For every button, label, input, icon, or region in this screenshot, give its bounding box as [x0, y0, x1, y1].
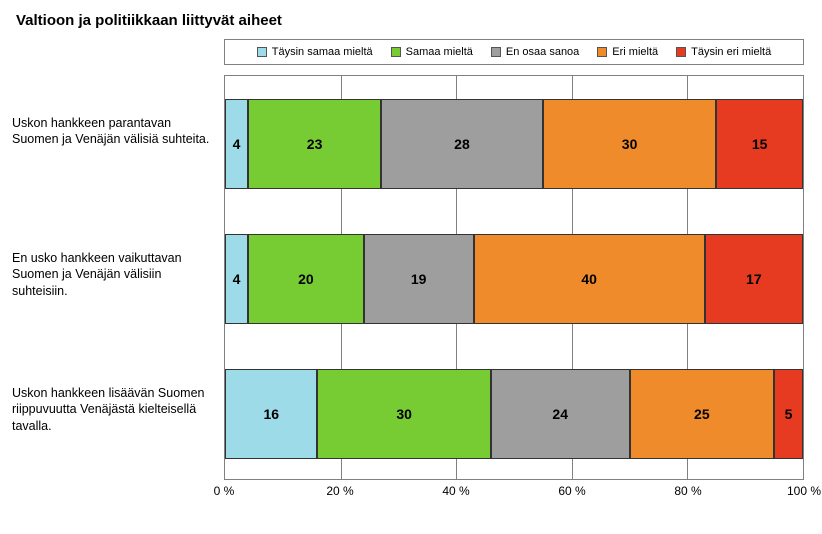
chart-area: Täysin samaa mieltä Samaa mieltä En osaa s…: [224, 39, 804, 504]
legend-item: Täysin samaa mieltä: [257, 46, 373, 58]
legend-label: Täysin samaa mieltä: [272, 46, 373, 58]
legend: Täysin samaa mieltä Samaa mieltä En osaa s…: [224, 39, 804, 65]
plot-wrap: 423283015420194017163024255 0 %20 %40 %6…: [224, 75, 804, 504]
bar-row: 163024255: [225, 369, 803, 459]
bar-segment: 30: [543, 99, 716, 189]
bar-segment: 5: [774, 369, 803, 459]
bar-segment: 24: [491, 369, 630, 459]
bar-segment: 15: [716, 99, 803, 189]
bar-segment: 4: [225, 99, 248, 189]
legend-item: Samaa mieltä: [391, 46, 473, 58]
category-label: En usko hankkeen vaikuttavan Suomen ja V…: [12, 250, 212, 301]
legend-swatch: [257, 47, 267, 57]
bar-segment: 25: [630, 369, 775, 459]
bar-segment: 17: [705, 234, 803, 324]
x-tick-label: 0 %: [214, 484, 235, 498]
bar-segment: 4: [225, 234, 248, 324]
chart-title: Valtioon ja politiikkaan liittyvät aihee…: [16, 12, 808, 29]
legend-label: En osaa sanoa: [506, 46, 579, 58]
legend-item: Täysin eri mieltä: [676, 46, 771, 58]
category-label: Uskon hankkeen parantavan Suomen ja Venä…: [12, 115, 212, 149]
x-tick-label: 60 %: [558, 484, 585, 498]
x-tick-label: 40 %: [442, 484, 469, 498]
category-label: Uskon hankkeen lisäävän Suomen riippuvuu…: [12, 385, 212, 436]
legend-swatch: [391, 47, 401, 57]
x-tick-label: 80 %: [674, 484, 701, 498]
legend-label: Samaa mieltä: [406, 46, 473, 58]
legend-swatch: [491, 47, 501, 57]
legend-label: Täysin eri mieltä: [691, 46, 771, 58]
x-tick-label: 100 %: [787, 484, 821, 498]
legend-item: Eri mieltä: [597, 46, 658, 58]
x-axis: 0 %20 %40 %60 %80 %100 %: [224, 480, 804, 504]
bar-segment: 28: [381, 99, 543, 189]
plot: 423283015420194017163024255: [224, 75, 804, 480]
bar-segment: 40: [474, 234, 705, 324]
x-tick-label: 20 %: [326, 484, 353, 498]
bar-row: 420194017: [225, 234, 803, 324]
legend-item: En osaa sanoa: [491, 46, 579, 58]
legend-swatch: [676, 47, 686, 57]
bar-row: 423283015: [225, 99, 803, 189]
bar-segment: 20: [248, 234, 364, 324]
bar-segment: 23: [248, 99, 381, 189]
legend-swatch: [597, 47, 607, 57]
legend-label: Eri mieltä: [612, 46, 658, 58]
bar-segment: 30: [317, 369, 490, 459]
bar-segment: 16: [225, 369, 317, 459]
bar-segment: 19: [364, 234, 474, 324]
